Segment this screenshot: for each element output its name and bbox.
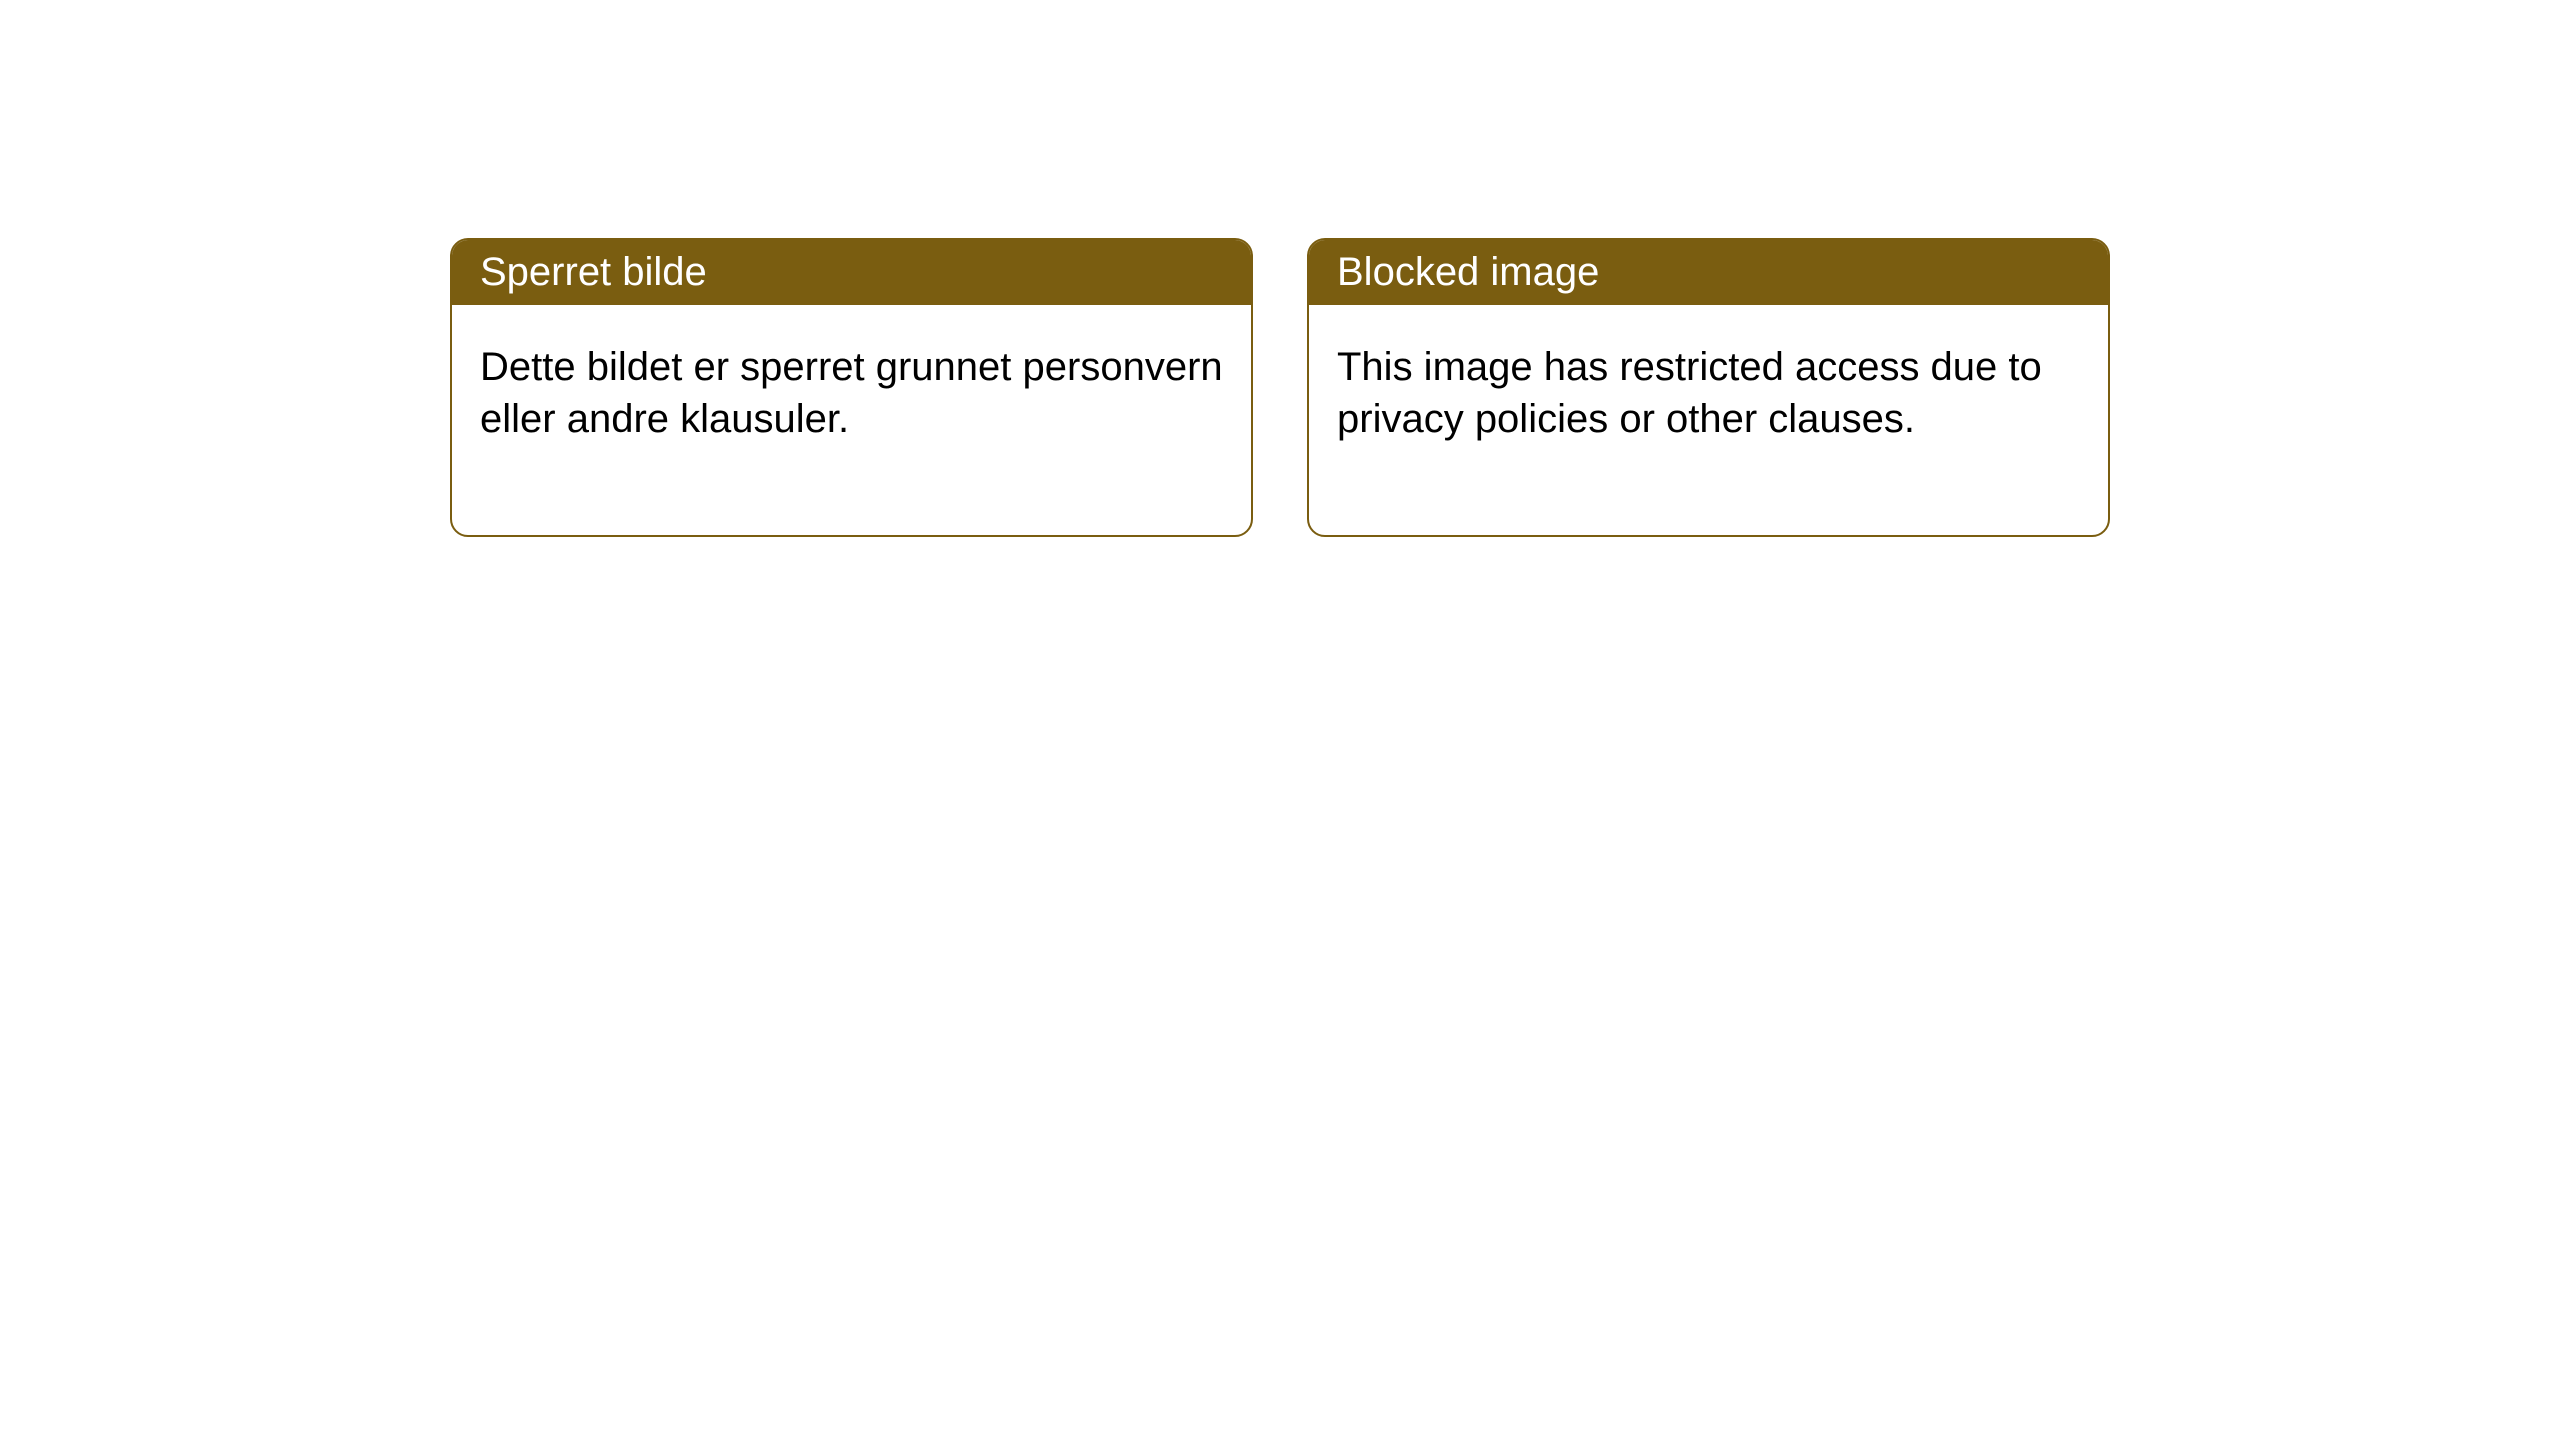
notice-title: Blocked image [1309,240,2108,305]
notice-body: This image has restricted access due to … [1309,305,2108,535]
blocked-image-notices: Sperret bilde Dette bildet er sperret gr… [450,238,2110,537]
notice-title: Sperret bilde [452,240,1251,305]
notice-body: Dette bildet er sperret grunnet personve… [452,305,1251,535]
notice-card-english: Blocked image This image has restricted … [1307,238,2110,537]
notice-card-norwegian: Sperret bilde Dette bildet er sperret gr… [450,238,1253,537]
